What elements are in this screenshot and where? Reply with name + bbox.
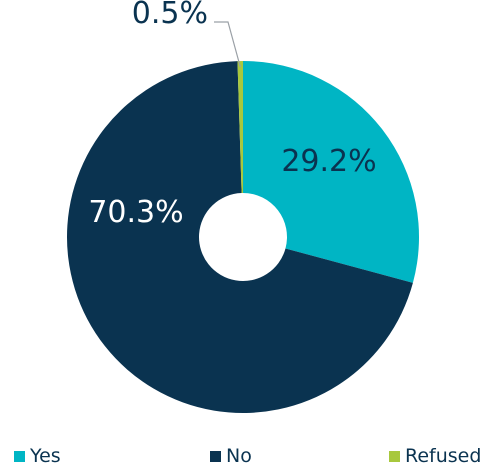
legend: Yes No Refused bbox=[0, 444, 487, 468]
legend-label-refused: Refused bbox=[405, 445, 482, 467]
legend-swatch-no bbox=[210, 450, 221, 462]
data-labels: 29.2% 70.3% 0.5% bbox=[88, 0, 376, 230]
slice-no bbox=[67, 61, 413, 414]
data-label-no: 70.3% bbox=[88, 195, 183, 230]
data-label-refused: 0.5% bbox=[132, 0, 208, 31]
slice-refused bbox=[237, 61, 243, 194]
legend-item-no: No bbox=[210, 444, 252, 468]
donut-slices bbox=[67, 61, 419, 414]
leader-line-refused bbox=[214, 21, 241, 68]
legend-label-yes: Yes bbox=[30, 445, 61, 467]
legend-item-refused: Refused bbox=[389, 444, 481, 468]
legend-swatch-yes bbox=[14, 450, 25, 462]
legend-label-no: No bbox=[226, 445, 252, 467]
data-label-yes: 29.2% bbox=[281, 144, 376, 179]
legend-swatch-refused bbox=[389, 450, 400, 462]
slice-yes bbox=[243, 61, 419, 283]
legend-item-yes: Yes bbox=[14, 444, 61, 468]
